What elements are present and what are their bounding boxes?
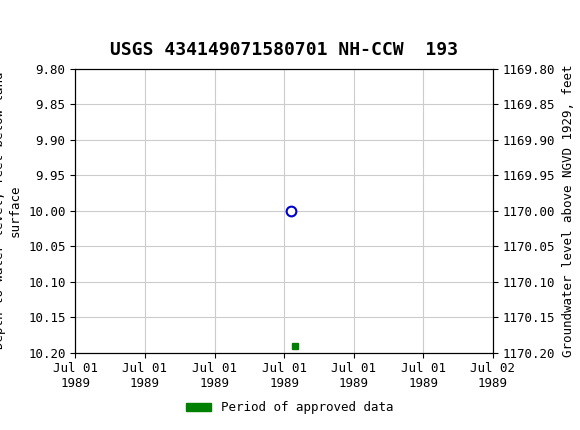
Legend: Period of approved data: Period of approved data [181,396,399,419]
Y-axis label: Groundwater level above NGVD 1929, feet: Groundwater level above NGVD 1929, feet [562,64,575,357]
Text: ≡USGS: ≡USGS [3,16,70,36]
Title: USGS 434149071580701 NH-CCW  193: USGS 434149071580701 NH-CCW 193 [110,41,458,59]
Y-axis label: Depth to water level, feet below land
surface: Depth to water level, feet below land su… [0,72,21,350]
